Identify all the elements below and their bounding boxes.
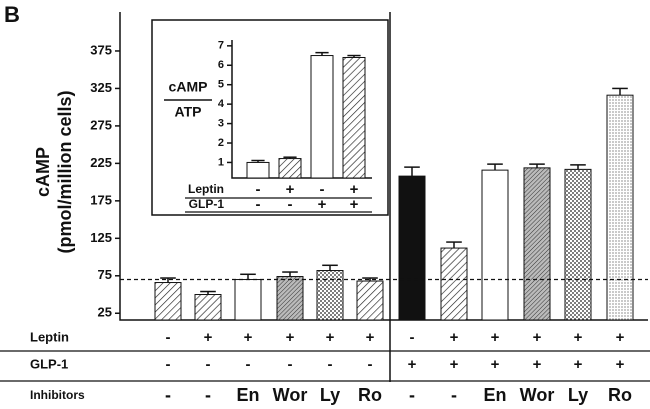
- y-tick-label: 2: [218, 137, 224, 149]
- y-tick-label: 5: [218, 79, 224, 91]
- bar: [154, 282, 182, 321]
- row-label: +: [350, 196, 359, 213]
- row-label: +: [350, 181, 359, 198]
- bar: [316, 270, 344, 321]
- row-label: Wor: [273, 385, 308, 405]
- row-label: +: [533, 356, 542, 373]
- row-label: -: [328, 356, 333, 373]
- axis: [119, 12, 648, 321]
- row-label: +: [204, 329, 213, 346]
- bar: [606, 94, 634, 321]
- bar: [440, 247, 468, 321]
- row-name: GLP-1: [189, 197, 225, 211]
- row-label: Ly: [568, 385, 588, 405]
- bar: [246, 161, 270, 179]
- y-tick-label: 75: [98, 267, 112, 282]
- row-label: -: [256, 196, 261, 213]
- row-label: +: [244, 329, 253, 346]
- row-label: Ro: [608, 385, 632, 405]
- row-label: -: [256, 181, 261, 198]
- bar: [356, 280, 384, 321]
- row-label: -: [451, 385, 457, 405]
- row-label: +: [318, 196, 327, 213]
- row-label: +: [616, 329, 625, 346]
- bar: [278, 158, 302, 179]
- row-label: +: [450, 356, 459, 373]
- row-label: +: [533, 329, 542, 346]
- row-label: +: [286, 329, 295, 346]
- inset-y-label: cAMP: [169, 79, 208, 95]
- row-label: Wor: [520, 385, 555, 405]
- y-tick-label: 1: [218, 156, 224, 168]
- inset-y-label: ATP: [175, 104, 202, 120]
- bar: [564, 168, 592, 321]
- row-label: -: [165, 385, 171, 405]
- row-label: -: [206, 356, 211, 373]
- y-axis-label: (pmol/million cells): [55, 90, 75, 253]
- row-label: +: [366, 329, 375, 346]
- row-label: +: [574, 329, 583, 346]
- bar: [234, 279, 262, 321]
- y-tick-label: 6: [218, 59, 224, 71]
- y-tick-label: 175: [90, 192, 112, 207]
- row-label: +: [574, 356, 583, 373]
- row-label: -: [246, 356, 251, 373]
- row-label: -: [409, 385, 415, 405]
- y-tick-label: 7: [218, 40, 224, 52]
- row-label: -: [288, 196, 293, 213]
- row-name: Inhibitors: [30, 388, 85, 402]
- row-label: -: [368, 356, 373, 373]
- row-name: Leptin: [188, 182, 224, 196]
- bar: [398, 175, 426, 321]
- row-label: +: [616, 356, 625, 373]
- row-label: +: [491, 329, 500, 346]
- y-tick-label: 3: [218, 117, 224, 129]
- row-label: Ly: [320, 385, 340, 405]
- y-tick-label: 325: [90, 80, 112, 95]
- row-name: Leptin: [30, 329, 69, 344]
- row-label: En: [236, 385, 259, 405]
- bar: [481, 169, 509, 321]
- row-label: -: [166, 356, 171, 373]
- y-tick-label: 125: [90, 230, 112, 245]
- row-label: +: [450, 329, 459, 346]
- y-tick-label: 25: [98, 305, 112, 320]
- y-tick-label: 225: [90, 155, 112, 170]
- bar: [310, 55, 334, 179]
- y-tick-label: 275: [90, 117, 112, 132]
- bar: [342, 56, 366, 179]
- row-label: -: [410, 329, 415, 346]
- bar: [194, 294, 222, 321]
- row-label: -: [205, 385, 211, 405]
- y-tick-label: 375: [90, 42, 112, 57]
- row-label: -: [320, 181, 325, 198]
- row-label: Ro: [358, 385, 382, 405]
- row-label: -: [288, 356, 293, 373]
- row-label: +: [326, 329, 335, 346]
- row-name: GLP-1: [30, 356, 68, 371]
- row-label: +: [491, 356, 500, 373]
- row-label: -: [166, 329, 171, 346]
- row-label: +: [286, 181, 295, 198]
- bar: [276, 276, 304, 321]
- y-tick-label: 4: [218, 98, 225, 110]
- panel-label: B: [4, 2, 20, 27]
- row-label: En: [483, 385, 506, 405]
- bar: [523, 167, 551, 321]
- row-label: +: [408, 356, 417, 373]
- y-axis-label: cAMP: [33, 147, 53, 197]
